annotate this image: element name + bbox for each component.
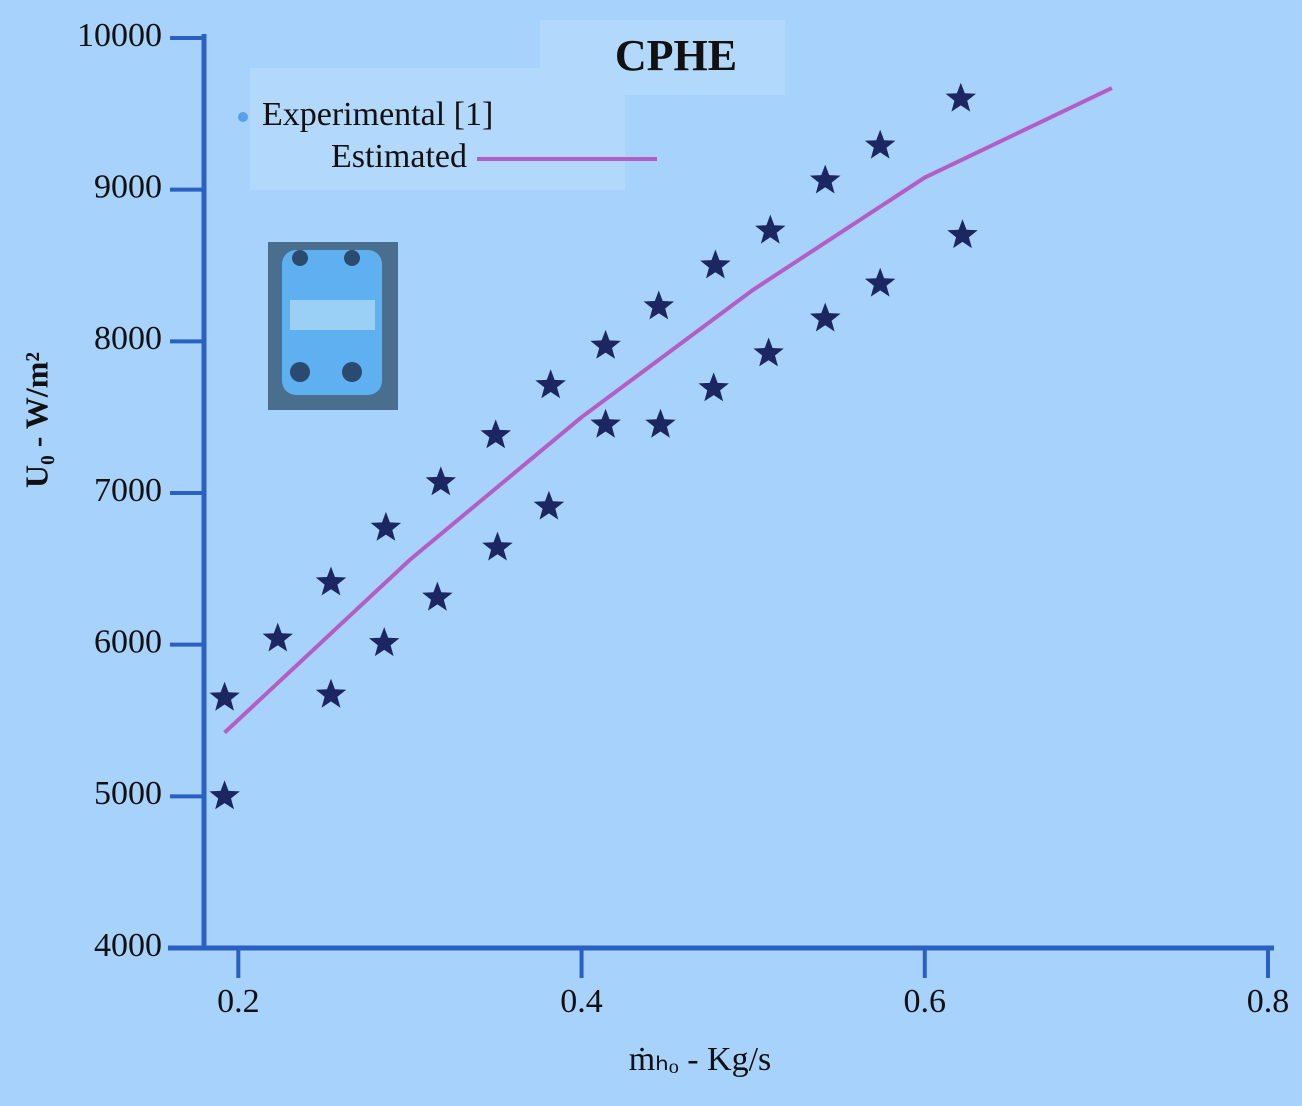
- y-tick-label: 9000: [94, 168, 162, 205]
- title-box: [540, 20, 785, 95]
- data-point: [947, 219, 978, 249]
- x-tick-label: 0.6: [904, 983, 947, 1020]
- data-point: [480, 419, 511, 449]
- x-tick-label: 0.2: [217, 983, 260, 1020]
- data-point: [369, 627, 400, 657]
- y-tick-label: 8000: [94, 320, 162, 357]
- data-point: [209, 780, 240, 810]
- chart-title: CPHE: [615, 31, 737, 80]
- data-point: [370, 511, 402, 541]
- data-point: [590, 329, 621, 359]
- y-tick-label: 10000: [77, 17, 162, 54]
- estimated-line: [223, 86, 1113, 735]
- y-tick-label: 5000: [94, 775, 162, 812]
- data-point: [810, 302, 841, 332]
- data-point: [533, 490, 565, 520]
- data-point: [755, 214, 786, 244]
- data-point: [425, 466, 456, 496]
- data-point: [535, 369, 566, 399]
- y-axis-label: U₀ - W/m²: [18, 352, 54, 488]
- x-axis-label: ṁₕₒ - Kg/s: [629, 1041, 772, 1078]
- x-tick-label: 0.8: [1247, 983, 1290, 1020]
- y-tick-label: 4000: [94, 927, 162, 964]
- data-point: [864, 129, 896, 159]
- data-point: [753, 337, 784, 367]
- data-point: [864, 267, 896, 297]
- legend-label: Estimated: [331, 138, 467, 175]
- data-point: [590, 408, 621, 438]
- data-point: [643, 290, 674, 320]
- x-tick-label: 0.4: [560, 983, 603, 1020]
- data-point: [315, 566, 347, 596]
- y-tick-label: 7000: [94, 472, 162, 509]
- data-point: [315, 678, 347, 708]
- data-point: [698, 372, 729, 402]
- legend-marker: [238, 112, 248, 122]
- data-point: [422, 581, 453, 611]
- data-point: [700, 249, 731, 279]
- y-tick-label: 6000: [94, 623, 162, 660]
- data-point: [482, 531, 513, 561]
- data-point: [262, 622, 293, 652]
- data-point: [810, 164, 841, 194]
- legend-label: Experimental [1]: [262, 96, 493, 133]
- data-point: [209, 681, 240, 711]
- exchanger-photo: [268, 242, 398, 410]
- data-point: [645, 408, 676, 438]
- data-point: [945, 82, 976, 112]
